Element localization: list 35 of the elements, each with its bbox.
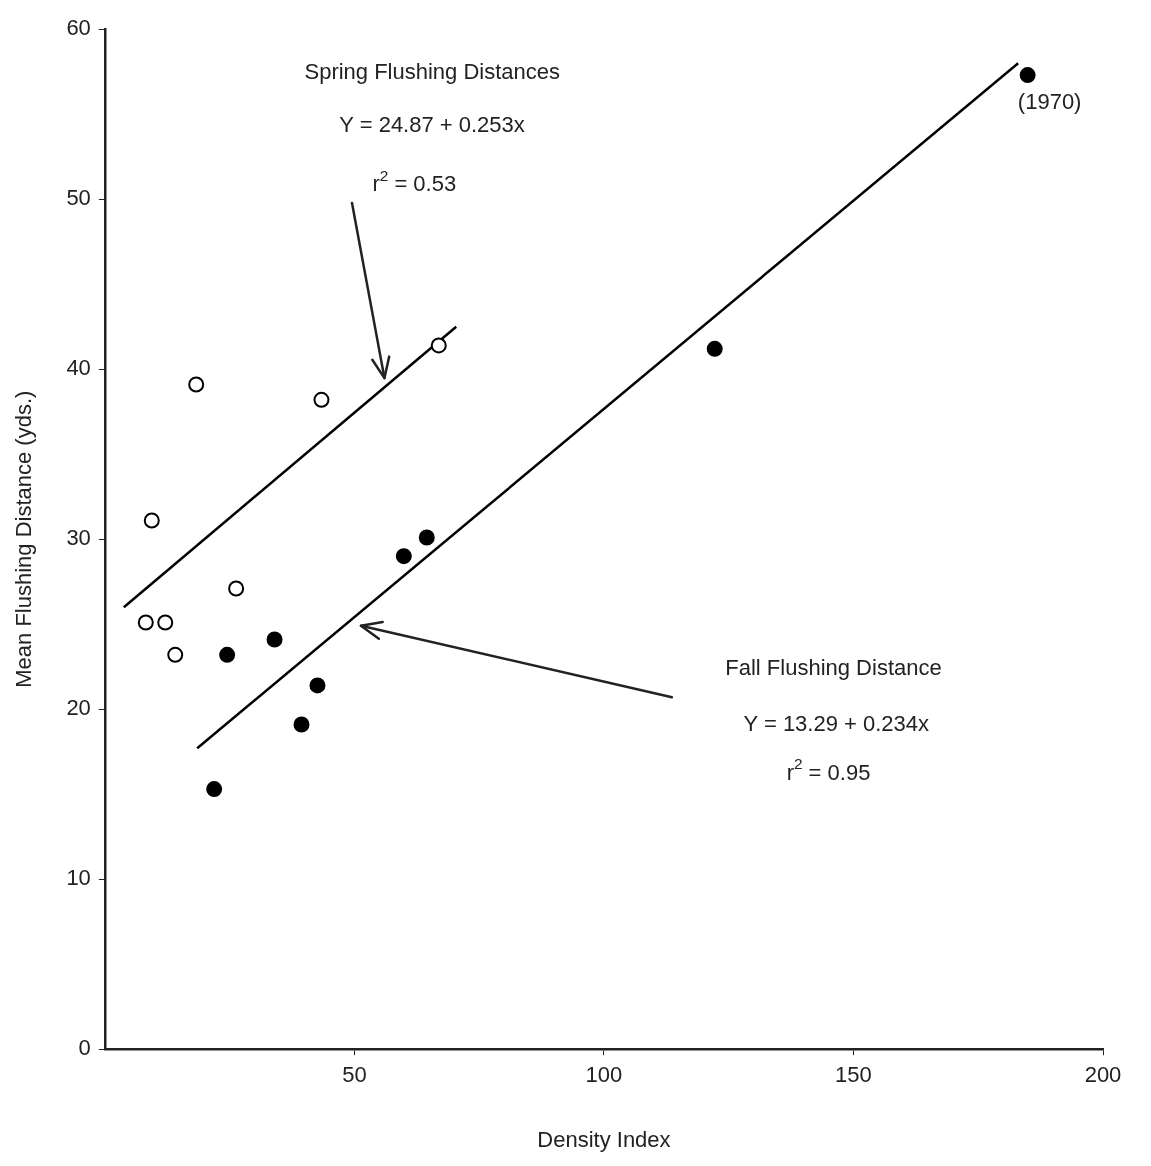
y-tick-label: 40 xyxy=(66,355,91,381)
y-tick-label: 10 xyxy=(66,865,91,891)
point xyxy=(137,614,154,631)
y-axis-title: Mean Flushing Distance (yds.) xyxy=(11,390,37,688)
point xyxy=(293,716,310,733)
y-tick-label: 50 xyxy=(66,185,91,211)
point xyxy=(266,631,283,648)
point xyxy=(1019,67,1036,84)
point xyxy=(706,340,723,357)
point xyxy=(228,580,245,597)
x-tick-label: 200 xyxy=(1084,1062,1122,1088)
point xyxy=(309,677,326,694)
annotation: Y = 24.87 + 0.253x xyxy=(339,112,525,138)
point xyxy=(188,376,205,393)
annotation: Fall Flushing Distance xyxy=(725,654,942,680)
y-tick-label: 0 xyxy=(78,1035,91,1061)
point xyxy=(206,781,223,798)
point xyxy=(157,614,174,631)
point xyxy=(430,337,447,354)
x-tick-label: 100 xyxy=(585,1062,623,1088)
point xyxy=(418,529,435,546)
x-tick-label: 50 xyxy=(342,1062,367,1088)
point xyxy=(219,646,236,663)
y-tick-label: 20 xyxy=(66,695,91,721)
x-tick-label: 150 xyxy=(835,1062,872,1088)
annotation: Spring Flushing Distances xyxy=(304,59,561,85)
point xyxy=(395,548,412,565)
y-tick-label: 60 xyxy=(66,15,91,41)
x-axis-title: Density Index xyxy=(537,1126,671,1152)
annotation: Y = 13.29 + 0.234x xyxy=(743,710,930,736)
point xyxy=(143,512,160,529)
y-tick-label: 30 xyxy=(66,525,91,551)
point xyxy=(313,391,330,408)
annotation: (1970) xyxy=(1017,89,1082,115)
point xyxy=(167,646,184,663)
